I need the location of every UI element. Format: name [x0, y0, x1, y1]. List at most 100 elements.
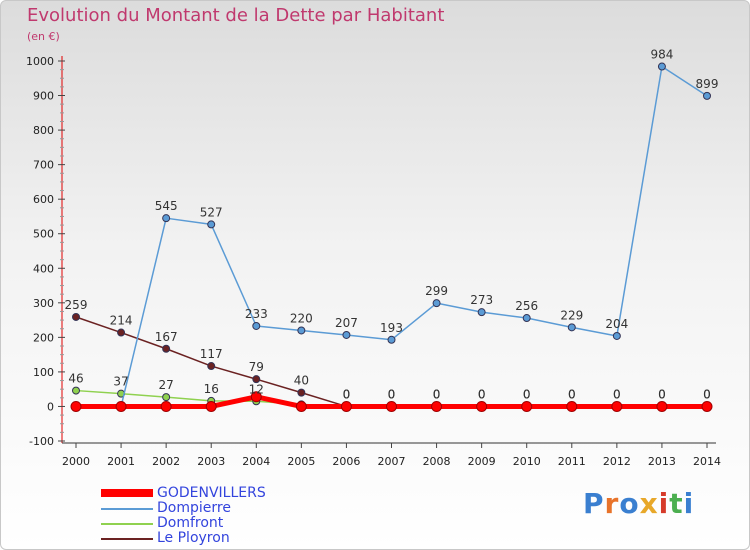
- data-point-dompierre: [252, 321, 261, 330]
- logo-letter: x: [639, 487, 659, 520]
- data-point-godenvillers: [476, 400, 488, 412]
- data-label-dompierre: 204: [605, 317, 628, 331]
- y-tick-label: 800: [33, 124, 54, 137]
- data-point-godenvillers: [566, 400, 578, 412]
- logo-letter: o: [619, 487, 640, 520]
- data-label-le-ployron: 40: [294, 374, 309, 388]
- data-label-dompierre: 233: [245, 307, 268, 321]
- y-tick-label: 300: [33, 297, 54, 310]
- data-label-domfront: 37: [113, 375, 128, 389]
- data-point-le-ployron: [252, 375, 261, 384]
- data-label-domfront: 0: [388, 387, 396, 401]
- data-label-le-ployron: 0: [388, 387, 396, 401]
- data-label-le-ployron: 0: [658, 387, 666, 401]
- data-label-le-ployron: 214: [110, 314, 133, 328]
- data-point-godenvillers: [205, 400, 217, 412]
- data-point-le-ployron: [117, 328, 126, 337]
- x-tick-label: 2004: [242, 455, 270, 468]
- chart-title: Evolution du Montant de la Dette par Hab…: [27, 5, 445, 26]
- x-tick-label: 2003: [197, 455, 225, 468]
- x-tick-label: 2012: [603, 455, 631, 468]
- data-point-le-ployron: [72, 312, 80, 321]
- data-label-dompierre: 545: [155, 199, 178, 213]
- data-label-domfront: 16: [204, 382, 219, 396]
- y-tick-label: 500: [33, 228, 54, 241]
- data-point-dompierre: [432, 299, 441, 308]
- legend-label-le-ployron: Le Ployron: [157, 530, 230, 546]
- data-point-godenvillers: [295, 400, 307, 412]
- data-point-godenvillers: [656, 400, 668, 412]
- legend-label-dompierre: Dompierre: [157, 500, 231, 516]
- legend-label-domfront: Domfront: [157, 515, 224, 531]
- y-tick-label: 900: [33, 90, 54, 103]
- legend-item-le-ployron: Le Ployron: [101, 530, 301, 546]
- data-point-dompierre: [342, 330, 351, 339]
- data-label-le-ployron: 0: [433, 387, 441, 401]
- x-tick-label: 2008: [423, 455, 451, 468]
- logo-letter: i: [658, 487, 670, 520]
- data-label-le-ployron: 0: [703, 387, 711, 401]
- data-label-domfront: 0: [523, 387, 531, 401]
- data-point-dompierre: [703, 91, 711, 100]
- data-point-godenvillers: [701, 400, 713, 412]
- x-tick-label: 2011: [558, 455, 586, 468]
- legend-swatch-domfront: [101, 523, 153, 525]
- data-label-dompierre: 229: [560, 308, 583, 322]
- legend-item-godenvillers: GODENVILLERS: [101, 485, 301, 501]
- data-label-le-ployron: 117: [200, 347, 223, 361]
- data-label-domfront: 0: [433, 387, 441, 401]
- data-point-godenvillers: [386, 400, 397, 412]
- data-point-dompierre: [297, 326, 306, 335]
- data-point-le-ployron: [162, 344, 171, 353]
- data-label-dompierre: 984: [650, 48, 673, 62]
- data-label-le-ployron: 167: [155, 330, 178, 344]
- y-tick-label: 0: [47, 400, 54, 413]
- data-label-domfront: 0: [658, 387, 666, 401]
- y-tick-label: 600: [33, 193, 54, 206]
- data-point-dompierre: [387, 335, 396, 344]
- data-label-dompierre: 193: [380, 321, 403, 335]
- data-point-dompierre: [477, 308, 486, 317]
- data-label-le-ployron: 0: [568, 387, 576, 401]
- legend-swatch-godenvillers: [101, 489, 153, 497]
- data-label-le-ployron: 0: [343, 387, 351, 401]
- data-point-godenvillers: [70, 400, 82, 412]
- data-point-godenvillers: [115, 400, 127, 412]
- data-label-le-ployron: 259: [65, 298, 88, 312]
- data-label-le-ployron: 0: [523, 387, 531, 401]
- y-tick-label: 100: [33, 366, 54, 379]
- data-point-godenvillers: [160, 400, 172, 412]
- y-tick-label: -100: [29, 435, 54, 448]
- legend-swatch-dompierre: [101, 508, 153, 510]
- legend-label-godenvillers: GODENVILLERS: [157, 485, 266, 501]
- logo-letter: t: [669, 487, 684, 520]
- data-point-le-ployron: [207, 362, 216, 371]
- x-tick-label: 2013: [648, 455, 676, 468]
- data-label-le-ployron: 0: [478, 387, 486, 401]
- x-tick-label: 2009: [468, 455, 496, 468]
- unit-label: (en €): [27, 30, 60, 43]
- x-tick-label: 2014: [693, 455, 721, 468]
- data-label-domfront: 0: [613, 387, 621, 401]
- legend-swatch-le-ployron: [101, 538, 153, 540]
- data-point-godenvillers: [340, 400, 352, 412]
- chart-legend: GODENVILLERS Dompierre Domfront Le Ployr…: [101, 485, 301, 546]
- data-label-le-ployron: 79: [249, 360, 264, 374]
- data-point-dompierre: [522, 314, 531, 323]
- data-point-domfront: [162, 393, 171, 402]
- data-label-dompierre: 207: [335, 316, 358, 330]
- legend-item-domfront: Domfront: [101, 515, 301, 531]
- y-tick-label: 200: [33, 331, 54, 344]
- x-tick-label: 2001: [107, 455, 135, 468]
- data-point-dompierre: [207, 220, 216, 229]
- x-tick-label: 2006: [332, 455, 360, 468]
- x-tick-label: 2010: [513, 455, 541, 468]
- data-label-le-ployron: 0: [613, 387, 621, 401]
- data-label-domfront: 0: [703, 387, 711, 401]
- data-point-dompierre: [567, 323, 576, 332]
- x-tick-label: 2005: [287, 455, 315, 468]
- logo-letter: i: [683, 487, 695, 520]
- data-point-godenvillers: [611, 400, 623, 412]
